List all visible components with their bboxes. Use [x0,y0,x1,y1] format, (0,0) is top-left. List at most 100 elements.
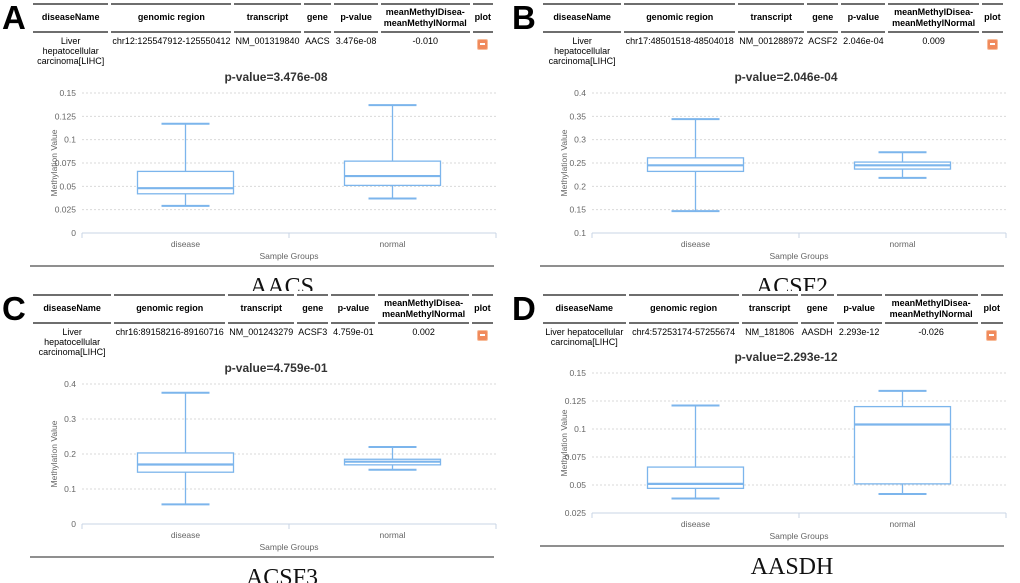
iqr-box [646,466,745,490]
result-table: diseaseName genomic region transcript ge… [540,294,1006,347]
y-tick-label: 0.025 [565,508,587,518]
y-tick-label: 0.4 [64,379,76,389]
table-row: Liver hepatocellular carcinoma[LIHC] chr… [33,33,493,67]
box-disease [136,391,235,506]
plot-icon-dash [989,43,995,46]
column-header-plot: plot [472,3,493,33]
box-normal [853,150,952,179]
methylation-boxplot-chart: 0.1 0.15 0.2 0.25 0.3 0.35 0.4 Methylation Valu… [559,70,1007,261]
column-header-gene: gene [807,3,839,33]
column-header-mean-methyl-diff: meanMethylDisea-meanMethylNormal [380,3,470,33]
cell-genomic-region: chr4:57253174-57255674 [632,326,736,337]
panel-d: D diseaseName genomic region transcript … [510,291,1020,583]
column-header-genomic-region: genomic region [111,3,232,33]
table-row: Liver hepatocellular carcinoma[LIHC] chr… [543,33,1003,67]
y-tick-label: 0.1 [64,134,76,144]
panel-letter: D [512,291,536,327]
plot-button-icon[interactable] [476,329,488,341]
y-axis-title: Methylation Value [49,129,59,196]
column-header-genomic-region: genomic region [624,3,736,33]
column-header-mean-methyl-diff: meanMethylDisea-meanMethylNormal [888,3,979,33]
cell-mean-methyl-diff: 0.002 [412,326,435,337]
cell-disease-name: Liver hepatocellular carcinoma[LIHC] [545,326,624,347]
table-row: Liver hepatocellular carcinoma[LIHC] chr… [543,324,1003,348]
plot-button-icon[interactable] [477,38,489,50]
panel-divider [540,264,1004,267]
y-tick-label: 0.075 [565,452,587,462]
plot-button-icon[interactable] [986,38,998,50]
column-header-plot: plot [980,294,1003,324]
panel-a: A diseaseName genomic region transcript … [0,0,510,291]
column-header-transcript: transcript [228,294,295,324]
panel-b-header: B diseaseName genomic region transcript … [510,1,1020,67]
column-header-transcript: transcript [738,3,805,33]
panel-divider [30,264,494,267]
methylation-boxplot-chart: 0.025 0.05 0.075 0.1 0.125 0.15 Methylation Va… [559,350,1007,541]
box-normal [343,103,442,200]
y-axis-title: Methylation Value [49,420,59,487]
result-table: diseaseName genomic region transcript ge… [30,3,496,67]
cell-mean-methyl-diff: -0.026 [918,326,944,337]
column-header-mean-methyl-diff: meanMethylDisea-meanMethylNormal [378,294,469,324]
category-label: disease [171,239,201,249]
category-label: normal [380,239,406,249]
y-tick-label: 0.35 [569,111,586,121]
chart-title: p-value=2.046e-04 [734,70,837,84]
y-tick-label: 0.125 [565,396,587,406]
y-tick-label: 0.1 [64,484,76,494]
y-tick-label: 0.05 [569,480,586,490]
column-header-plot: plot [981,3,1003,33]
iqr-box [853,406,952,485]
methylation-boxplot-chart: 0 0.025 0.05 0.075 0.1 0.125 0.15 Methylation V… [49,70,497,261]
cell-p-value: 2.046e-04 [843,35,884,46]
gene-title: ACSF2 [755,273,829,291]
iqr-box [136,170,235,195]
column-header-disease-name: diseaseName [33,3,109,33]
category-label: normal [890,239,916,249]
x-axis-title: Sample Groups [769,531,828,541]
column-header-genomic-region: genomic region [114,294,226,324]
panel-c-header: C diseaseName genomic region transcript … [0,292,510,358]
y-tick-label: 0.2 [574,181,586,191]
chart-title: p-value=3.476e-08 [224,70,327,84]
panel-c: C diseaseName genomic region transcript … [0,291,510,583]
cell-disease-name: Liver hepatocellular carcinoma[LIHC] [38,326,106,358]
panel-letter: A [2,0,26,36]
gene-title: AACS [249,273,315,291]
category-label: disease [681,239,711,249]
column-header-gene: gene [303,3,332,33]
iqr-box [136,451,235,473]
plot-icon-dash [480,43,486,46]
box-disease [646,404,745,500]
cell-transcript: NM_181806 [745,326,795,337]
plot-button-icon[interactable] [986,329,998,341]
column-header-p-value: p-value [331,294,376,324]
plot-icon-dash [989,334,995,337]
cell-p-value: 3.476e-08 [335,35,377,46]
panel-divider [30,555,494,558]
y-tick-label: 0.15 [569,368,586,378]
y-tick-label: 0.125 [55,111,77,121]
plot-icon-dash [479,334,485,337]
cell-genomic-region: chr16:89158216-89160716 [115,326,224,337]
y-tick-label: 0.4 [574,88,586,98]
methylation-boxplot-chart: 0 0.1 0.2 0.3 0.4 Methylation Value p-value=4.… [49,361,497,552]
column-header-gene: gene [297,294,329,324]
y-tick-label: 0.15 [59,88,76,98]
y-tick-label: 0.05 [59,181,76,191]
column-header-gene: gene [800,294,834,324]
gene-title: AASDH [750,554,834,581]
cell-gene: AACS [305,35,330,46]
y-tick-label: 0.1 [574,228,586,238]
column-header-disease-name: diseaseName [543,294,626,324]
y-tick-label: 0 [71,519,76,529]
iqr-box [343,160,442,186]
category-label: normal [380,530,406,540]
column-header-p-value: p-value [841,3,886,33]
y-axis-title: Methylation Value [559,129,569,196]
column-header-p-value: p-value [836,294,882,324]
cell-transcript: NM_001319840 [235,35,300,46]
cell-disease-name: Liver hepatocellular carcinoma[LIHC] [37,35,105,67]
cell-p-value: 2.293e-12 [838,326,880,337]
panel-divider [540,545,1004,548]
